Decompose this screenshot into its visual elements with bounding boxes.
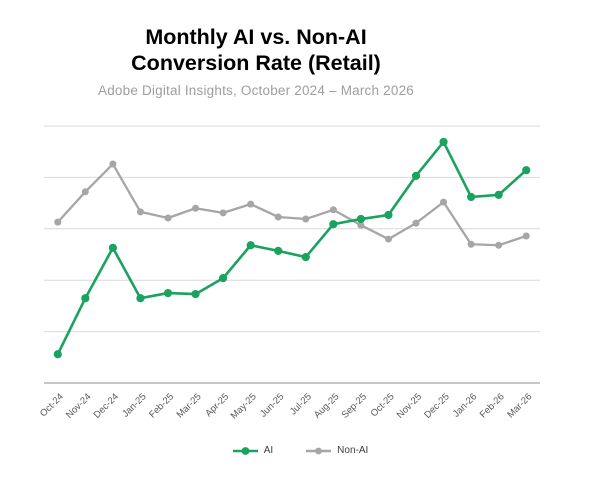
ai-point-apr-25 [219,274,228,283]
x-axis-label-nov-25: Nov-25 [395,391,424,420]
x-axis-label-apr-25: Apr-25 [203,391,231,419]
non-ai-point-dec-25 [440,198,448,206]
ai-point-may-25 [246,241,255,250]
non-ai-point-dec-24 [109,160,117,168]
chart-legend: AI Non-AI [0,445,600,456]
non-ai-point-nov-25 [412,219,420,227]
ai-point-dec-25 [439,137,448,147]
non-ai-point-sep-25 [357,221,365,229]
non-ai-point-oct-24 [54,218,62,226]
x-axis-label-oct-24: Oct-24 [38,391,66,419]
non-ai-point-apr-25 [219,209,227,217]
x-axis-label-sep-25: Sep-25 [340,391,369,420]
legend-item-ai: AI [232,445,273,456]
legend-line-marker-icon [232,446,258,455]
chart-title: Monthly AI vs. Non-AI Conversion Rate (R… [0,24,512,76]
x-axis-label-aug-25: Aug-25 [312,391,341,420]
ai-point-jan-25 [136,294,145,303]
ai-point-feb-26 [494,190,503,199]
x-axis-label-mar-25: Mar-25 [175,391,204,420]
x-axis-label-may-25: May-25 [229,391,259,421]
legend-line-marker-icon [306,447,332,454]
non-ai-point-aug-25 [329,206,337,214]
x-axis-label-jun-25: Jun-25 [258,391,286,419]
non-ai-point-jun-25 [274,213,282,221]
ai-point-nov-25 [411,171,421,180]
non-ai-point-oct-25 [384,235,392,243]
non-ai-point-nov-24 [81,188,89,196]
non-ai-line [56,162,528,247]
ai-point-jul-25 [301,252,310,262]
x-axis-label-oct-25: Oct-25 [369,391,397,419]
ai-point-oct-25 [384,210,393,220]
x-axis-label-feb-26: Feb-26 [478,391,507,420]
non-ai-point-feb-26 [495,241,503,249]
x-axis-label-jan-25: Jan-25 [120,391,148,419]
ai-series-swatch-icon [232,446,259,456]
non-ai-point-mar-25 [192,204,200,212]
chart-title-line-1: Monthly AI vs. Non-AI [145,25,367,49]
x-axis-label-feb-25: Feb-25 [147,391,176,420]
legend-label-ai: AI [263,445,274,456]
x-axis-label-jan-26: Jan-26 [451,391,479,419]
ai-point-jan-26 [467,192,476,202]
non-ai-point-jan-26 [467,240,475,248]
non-ai-series-swatch-icon [305,446,332,456]
ai-point-mar-25 [191,289,200,299]
x-axis-label-jul-25: Jul-25 [288,391,314,417]
non-ai-point-jan-25 [136,208,144,216]
x-axis-label-mar-26: Mar-26 [505,391,534,420]
legend-label-non-ai: Non-AI [337,445,369,456]
ai-point-feb-25 [163,288,173,298]
x-axis-label-nov-24: Nov-24 [64,391,93,420]
chart-subtitle: Adobe Digital Insights, October 2024 – M… [98,83,414,98]
chart-header: Monthly AI vs. Non-AI Conversion Rate (R… [0,24,512,98]
x-axis-label-dec-25: Dec-25 [422,391,451,420]
ai-line [56,140,528,356]
non-ai-point-mar-26 [522,232,530,240]
ai-point-dec-24 [108,243,117,252]
x-axis-label-dec-24: Dec-24 [92,391,121,420]
ai-point-oct-24 [53,350,62,359]
non-ai-point-may-25 [247,200,255,208]
ai-point-nov-24 [81,294,90,303]
legend-item-non-ai: Non-AI [305,445,368,456]
ai-point-mar-26 [522,166,531,175]
non-ai-point-feb-25 [164,214,172,222]
non-ai-point-jul-25 [302,215,310,223]
ai-point-jun-25 [274,246,283,256]
ai-point-sep-25 [356,214,365,224]
chart-title-line-2: Conversion Rate (Retail) [131,51,381,75]
ai-point-aug-25 [329,220,338,229]
